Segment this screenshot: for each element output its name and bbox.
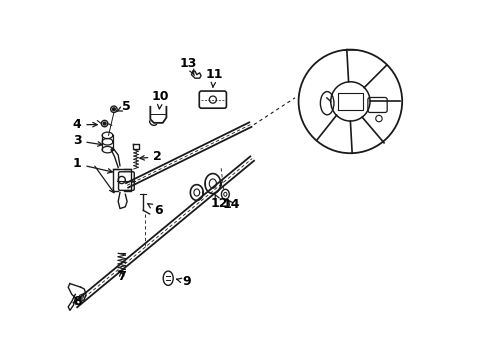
Text: 12: 12 xyxy=(211,194,228,210)
Text: 1: 1 xyxy=(73,157,112,173)
Text: 11: 11 xyxy=(205,68,222,87)
Text: 6: 6 xyxy=(148,204,163,217)
Text: 9: 9 xyxy=(176,275,191,288)
Text: 7: 7 xyxy=(118,270,126,283)
Circle shape xyxy=(103,122,106,125)
Text: 10: 10 xyxy=(151,90,169,109)
Circle shape xyxy=(113,108,115,111)
Text: 3: 3 xyxy=(73,134,102,147)
Text: 4: 4 xyxy=(73,118,97,131)
Text: 8: 8 xyxy=(73,293,84,308)
Text: 5: 5 xyxy=(117,100,130,113)
Text: 13: 13 xyxy=(180,57,197,75)
Text: 2: 2 xyxy=(140,150,162,163)
Text: 14: 14 xyxy=(222,198,240,211)
